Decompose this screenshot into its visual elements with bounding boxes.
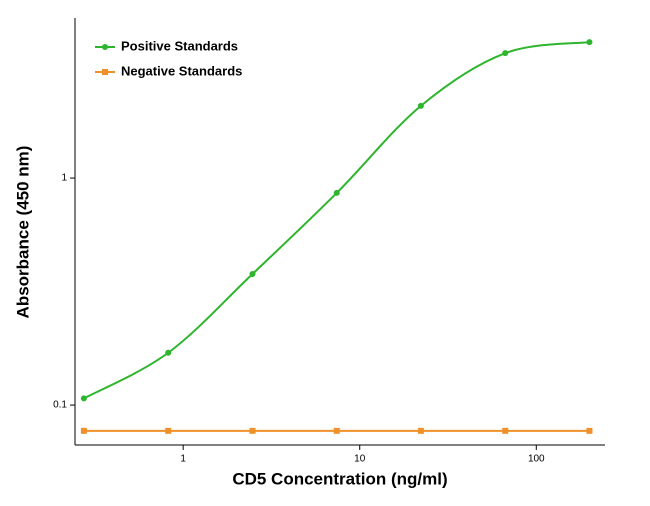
- y-tick-label: 1: [61, 173, 67, 184]
- marker: [333, 427, 340, 434]
- marker: [333, 189, 340, 196]
- legend-marker: [102, 44, 108, 50]
- marker: [417, 427, 424, 434]
- y-axis-label: Absorbance (450 nm): [13, 146, 32, 319]
- y-tick-label: 0.1: [53, 400, 67, 411]
- legend-label: Positive Standards: [121, 38, 238, 53]
- marker: [165, 349, 172, 356]
- marker: [80, 395, 87, 402]
- x-axis-label: CD5 Concentration (ng/ml): [232, 469, 447, 488]
- x-tick-label: 1: [180, 454, 186, 465]
- legend-marker: [102, 69, 108, 75]
- marker: [165, 427, 172, 434]
- marker: [502, 427, 509, 434]
- marker: [80, 427, 87, 434]
- series-line: [83, 41, 590, 400]
- marker: [586, 39, 593, 46]
- marker: [586, 427, 593, 434]
- marker: [249, 270, 256, 277]
- x-tick-label: 10: [354, 454, 366, 465]
- marker: [249, 427, 256, 434]
- marker: [502, 50, 509, 57]
- legend-label: Negative Standards: [121, 63, 242, 78]
- x-tick-label: 100: [528, 454, 545, 465]
- marker: [417, 102, 424, 109]
